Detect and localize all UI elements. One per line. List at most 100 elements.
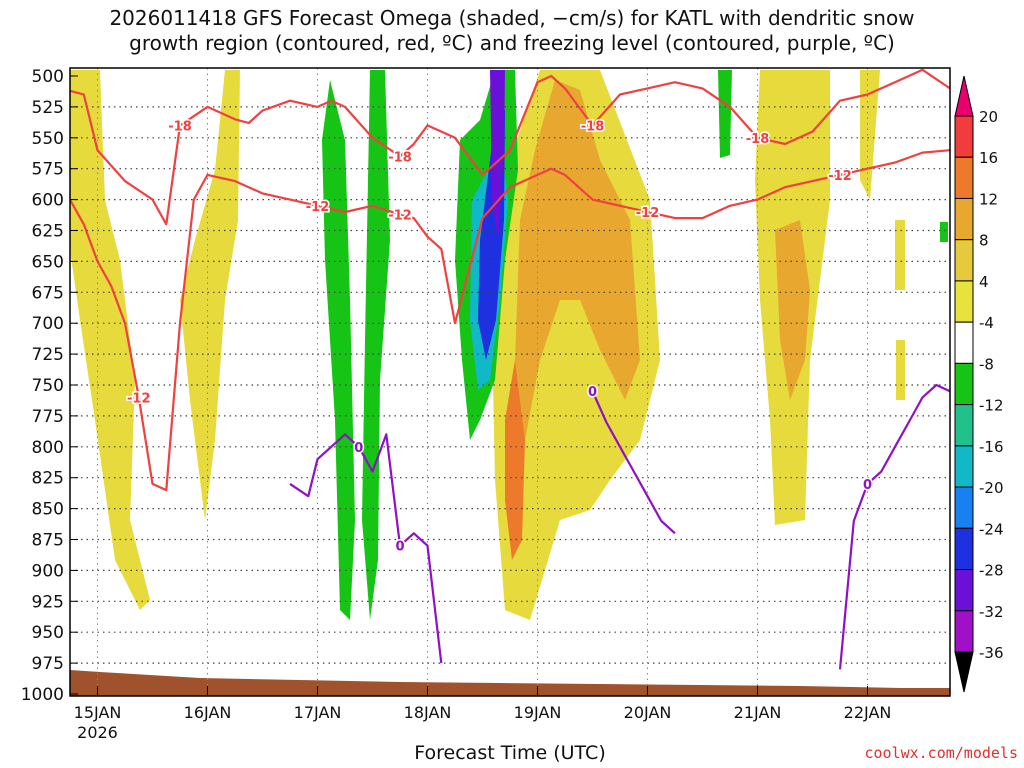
gridlines <box>70 68 950 694</box>
x-tick-label: 17JAN <box>294 703 342 722</box>
omega-shade-green-5 <box>940 222 948 242</box>
y-tick-label: 775 <box>32 407 64 427</box>
y-tick-label: 525 <box>32 98 64 118</box>
x-tick-label: 16JAN <box>184 703 232 722</box>
omega-shade-purple <box>490 70 505 240</box>
contour-label: -18 <box>581 119 605 134</box>
y-tick-label: 875 <box>32 531 64 551</box>
contour-label: -12 <box>388 208 412 223</box>
omega-shade-orange-3 <box>775 220 810 400</box>
colorbar: 20 16 12 8 4 -4 -8 -12 -16 -20 -24 -28 -32 -36 <box>954 75 1004 693</box>
contour-lines <box>70 68 950 670</box>
y-tick-label: 600 <box>32 191 64 211</box>
colorbar-segment <box>954 239 974 282</box>
omega-shade-green-4 <box>718 70 732 158</box>
colorbar-segment <box>954 610 974 653</box>
credit-link[interactable]: coolwx.com/models <box>864 744 1018 762</box>
colorbar-label: -24 <box>979 520 1004 538</box>
omega-shade-yellow-6 <box>895 220 905 290</box>
x-tick-label: 18JAN <box>404 703 452 722</box>
x-tick-label: 22JAN <box>844 703 892 722</box>
colorbar-label: -28 <box>979 562 1004 580</box>
y-tick-label: 625 <box>32 222 64 242</box>
colorbar-segment <box>954 280 974 323</box>
contour-line-0 <box>70 68 950 226</box>
colorbar-segment <box>954 115 974 158</box>
y-tick-label: 500 <box>32 67 64 87</box>
contour-label: 0 <box>588 385 597 400</box>
title-line-1: 2026011418 GFS Forecast Omega (shaded, −… <box>109 6 915 30</box>
y-tick-label: 1000 <box>21 685 64 705</box>
chart-title: 2026011418 GFS Forecast Omega (shaded, −… <box>0 6 1024 56</box>
colorbar-bottom-arrow <box>954 651 974 693</box>
colorbar-segment <box>954 569 974 612</box>
contour-line-3 <box>591 390 676 535</box>
colorbar-segment <box>954 445 974 488</box>
colorbar-label: 20 <box>979 108 998 126</box>
contour-label: -18 <box>168 119 192 134</box>
x-tick-label: 15JAN <box>74 703 122 722</box>
contour-labels: -18 -18 -18 -18 -12 -12 -12 -12 -12 0 0 0 0 <box>126 118 874 556</box>
y-tick-label: 575 <box>32 160 64 180</box>
y-tick-label: 825 <box>32 469 64 489</box>
colorbar-top-arrow <box>954 75 974 117</box>
contour-label: -18 <box>388 150 412 165</box>
y-axis: 500 525 550 575 600 625 650 675 700 725 750 775 800 8… <box>21 67 78 705</box>
colorbar-label: -20 <box>979 479 1004 497</box>
colorbar-label: -12 <box>979 397 1004 415</box>
x-tick-label: 19JAN <box>514 703 562 722</box>
omega-shade-yellow-7 <box>896 340 905 400</box>
y-tick-label: 900 <box>32 561 64 581</box>
colorbar-segment <box>954 362 974 406</box>
contour-line-1 <box>70 149 950 492</box>
colorbar-label: -32 <box>979 603 1004 621</box>
omega-shade-yellow-5 <box>860 70 880 200</box>
colorbar-label: 12 <box>979 190 998 208</box>
contour-label: -12 <box>127 391 151 406</box>
contour-line-4 <box>838 383 950 670</box>
omega-shade-green-1 <box>322 80 355 620</box>
y-tick-label: 650 <box>32 252 64 272</box>
colorbar-label: 16 <box>979 149 998 167</box>
y-tick-label: 950 <box>32 623 64 643</box>
contour-label: -12 <box>828 169 852 184</box>
omega-shade-green-2 <box>362 70 390 620</box>
colorbar-label: 4 <box>979 273 989 291</box>
x-tick-label: 20JAN <box>624 703 672 722</box>
contour-label: -18 <box>746 132 770 147</box>
contour-line-2 <box>289 433 443 664</box>
omega-shade-yellow-1 <box>70 70 150 610</box>
omega-shading <box>70 70 948 620</box>
title-line-2: growth region (contoured, red, ºC) and f… <box>129 31 895 55</box>
ground-terrain <box>70 670 950 696</box>
y-tick-label: 700 <box>32 314 64 334</box>
colorbar-segment <box>954 527 974 571</box>
y-tick-label: 675 <box>32 283 64 303</box>
x-axis: 15JAN 16JAN 17JAN 18JAN 19JAN 20JAN 21JAN 22JAN… <box>74 686 892 742</box>
y-tick-label: 750 <box>32 376 64 396</box>
x-year-label: 2026 <box>77 723 118 742</box>
colorbar-label: -8 <box>979 355 994 373</box>
omega-shade-yellow-2 <box>180 70 240 520</box>
colorbar-segment <box>954 156 974 199</box>
colorbar-label: -16 <box>979 438 1004 456</box>
contour-label: 0 <box>863 478 872 493</box>
y-tick-label: 800 <box>32 438 64 458</box>
contour-label: 0 <box>395 540 404 555</box>
y-tick-label: 975 <box>32 654 64 674</box>
y-tick-label: 925 <box>32 592 64 612</box>
colorbar-label: 8 <box>979 232 989 250</box>
plot-frame <box>69 67 951 697</box>
contour-label: -12 <box>306 200 330 215</box>
colorbar-segment <box>954 404 974 447</box>
colorbar-segment <box>954 197 974 241</box>
contour-label: -12 <box>636 206 660 221</box>
contour-label: 0 <box>354 441 363 456</box>
colorbar-segment <box>954 321 974 364</box>
x-tick-label: 21JAN <box>734 703 782 722</box>
colorbar-segment <box>954 486 974 529</box>
omega-shade-orange-2 <box>505 360 525 560</box>
y-tick-label: 725 <box>32 345 64 365</box>
x-axis-label: Forecast Time (UTC) <box>414 742 606 764</box>
